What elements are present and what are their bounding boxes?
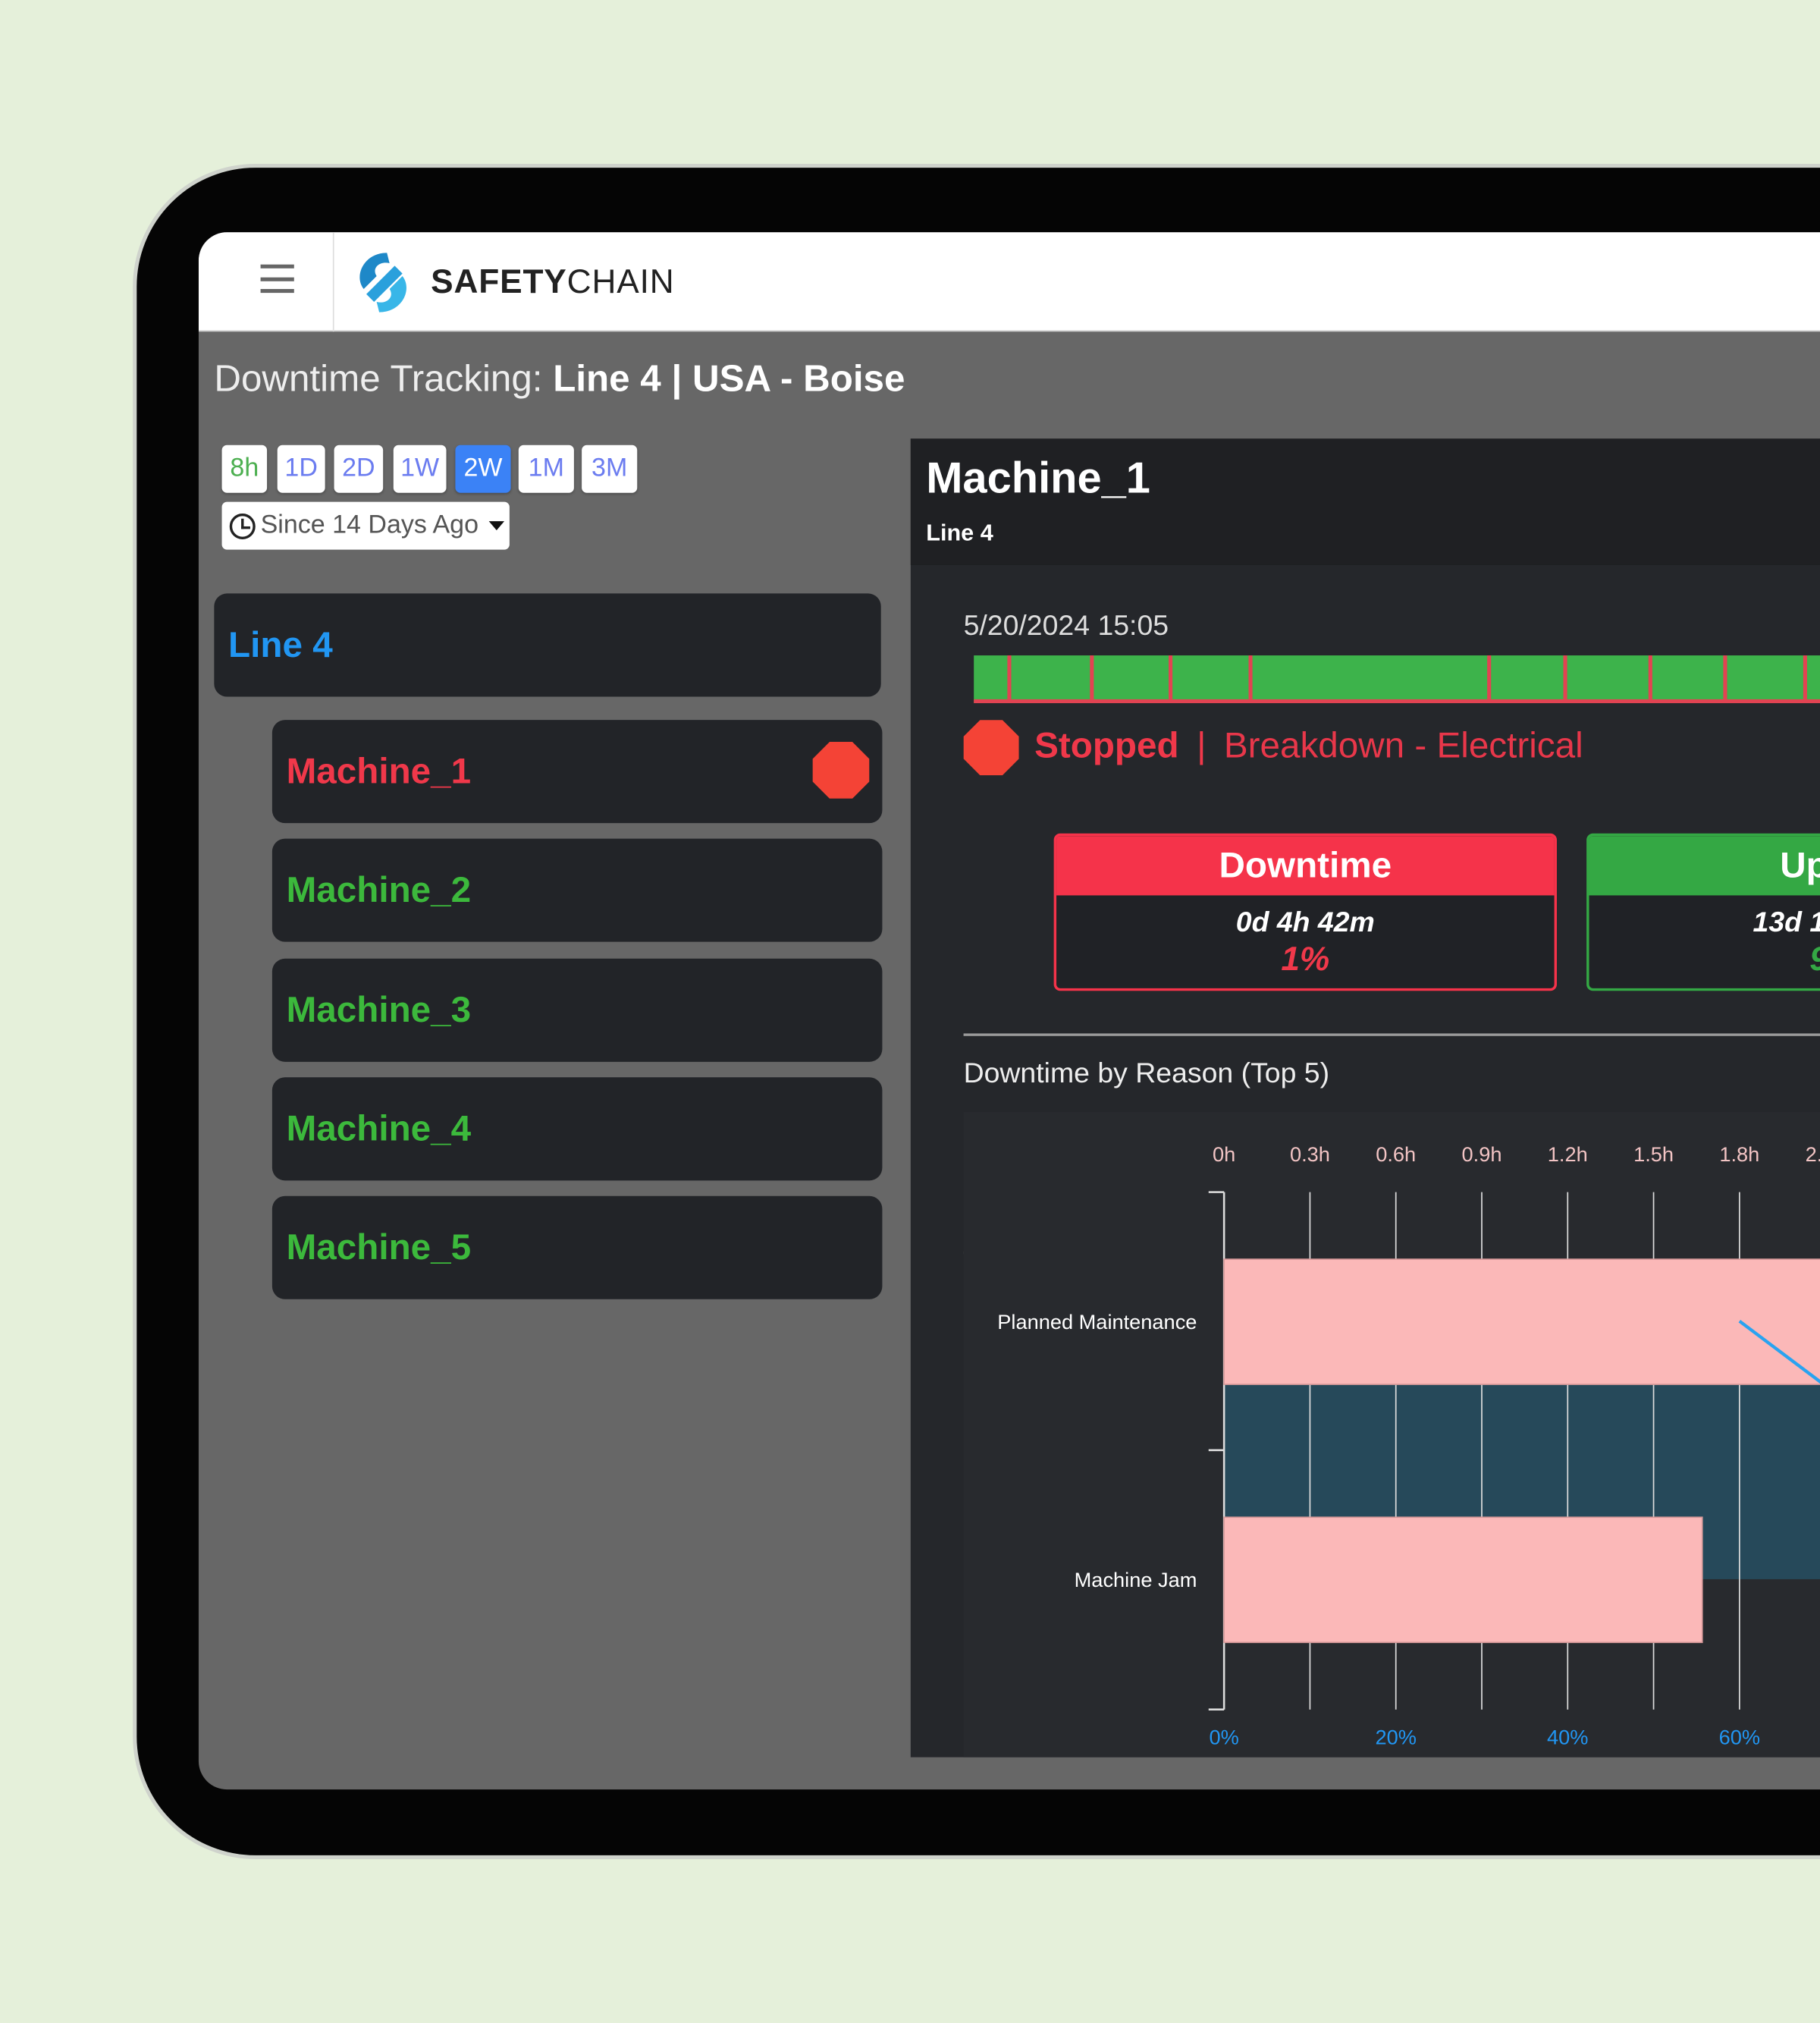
downtime-title: Downtime xyxy=(1056,836,1555,896)
range-button-1m[interactable]: 1M xyxy=(518,444,574,493)
line-label: Line 4 xyxy=(228,624,333,664)
x-tick-label: 0h xyxy=(1213,1142,1235,1166)
downtime-reason-chart: 0h 0.3h 0.6h 0.9h 1.2h 1.5h 1.8h 2.1h 0% 20% 40% 60… xyxy=(963,1112,1820,1758)
brand-bold: SAFETY xyxy=(431,262,567,301)
downtime-event-mark[interactable] xyxy=(1803,655,1807,699)
machine-label: Machine_3 xyxy=(286,988,472,1029)
bar-planned-maintenance xyxy=(1223,1258,1820,1385)
sidebar-machine-4[interactable]: Machine_4 xyxy=(271,1077,883,1181)
range-dropdown-value: Since 14 Days Ago xyxy=(260,510,479,539)
status-timeline[interactable] xyxy=(974,655,1820,703)
machine-label: Machine_4 xyxy=(286,1107,472,1148)
machine-label: Machine_5 xyxy=(286,1227,472,1268)
range-button-1w[interactable]: 1W xyxy=(393,444,447,493)
caret-down-icon xyxy=(488,521,505,531)
range-button-2w[interactable]: 2W xyxy=(455,444,511,493)
status-text: Stopped xyxy=(1034,724,1179,765)
sidebar-line-4[interactable]: Line 4 xyxy=(214,593,881,697)
machine-label: Machine_2 xyxy=(286,869,472,910)
x-tick-label: 0.9h xyxy=(1462,1142,1502,1166)
x-tick-label: 2.1h xyxy=(1806,1142,1820,1166)
range-button-2d[interactable]: 2D xyxy=(334,444,384,493)
downtime-event-mark[interactable] xyxy=(1563,655,1567,699)
downtime-event-mark[interactable] xyxy=(1169,655,1173,699)
sidebar-machine-2[interactable]: Machine_2 xyxy=(271,839,883,943)
status-reason: Breakdown - Electrical xyxy=(1223,724,1583,765)
machine-label: Machine_1 xyxy=(286,750,472,791)
category-label: Machine Jam xyxy=(1075,1568,1197,1591)
app-screen: SAFETYCHAIN Downtime Tracking: Line 4 | … xyxy=(198,232,1820,1790)
downtime-event-mark[interactable] xyxy=(1723,655,1727,699)
uptime-percent: 9 xyxy=(1589,939,1820,979)
brand-name: SAFETYCHAIN xyxy=(431,262,674,302)
clock-icon xyxy=(229,513,256,539)
downtime-event-mark[interactable] xyxy=(1248,655,1253,699)
sidebar-machine-3[interactable]: Machine_3 xyxy=(271,958,883,1062)
x-tick-label: 1.8h xyxy=(1719,1142,1759,1166)
sidebar-machine-5[interactable]: Machine_5 xyxy=(271,1196,883,1300)
status-line: Stopped | Breakdown - Electrical xyxy=(1034,725,1583,766)
category-label: Planned Maintenance xyxy=(997,1310,1197,1333)
divider xyxy=(963,1033,1820,1036)
chart-title: Downtime by Reason (Top 5) xyxy=(963,1057,1330,1089)
uptime-title: Up xyxy=(1589,836,1820,896)
downtime-percent: 1% xyxy=(1281,939,1330,979)
hamburger-menu-icon[interactable] xyxy=(260,264,294,294)
safetychain-logo-icon xyxy=(359,253,406,313)
pct-tick-label: 60% xyxy=(1719,1726,1760,1749)
timeline-start-time: 5/20/2024 15:05 xyxy=(963,608,1169,642)
machine-detail-panel: Machine_1 Line 4 5/20/2024 15:05 Stopped… xyxy=(910,438,1820,1758)
top-header: SAFETYCHAIN xyxy=(198,232,1820,332)
status-separator: | xyxy=(1197,724,1207,765)
pct-tick-label: 20% xyxy=(1375,1726,1416,1749)
detail-machine-name: Machine_1 xyxy=(926,454,1150,504)
downtime-event-mark[interactable] xyxy=(1648,655,1652,699)
range-button-8h[interactable]: 8h xyxy=(221,444,268,493)
downtime-duration: 0d 4h 42m xyxy=(1235,906,1375,938)
downtime-event-mark[interactable] xyxy=(1090,655,1094,699)
range-dropdown[interactable]: Since 14 Days Ago xyxy=(221,501,510,550)
header-divider xyxy=(332,232,334,332)
title-prefix: Downtime Tracking: xyxy=(214,358,543,401)
downtime-event-mark[interactable] xyxy=(1007,655,1012,699)
stopped-octagon-icon xyxy=(812,742,870,799)
uptime-duration: 13d 1 xyxy=(1753,906,1820,938)
bar-machine-jam xyxy=(1223,1516,1703,1644)
uptime-card: Up 13d 1 9 xyxy=(1586,833,1820,991)
x-tick-label: 1.5h xyxy=(1633,1142,1674,1166)
page-title: Downtime Tracking: Line 4 | USA - Boise xyxy=(214,359,905,401)
downtime-card: Downtime 0d 4h 42m 1% xyxy=(1053,833,1557,991)
downtime-event-mark[interactable] xyxy=(1487,655,1492,699)
x-tick-label: 0.6h xyxy=(1376,1142,1416,1166)
range-button-1d[interactable]: 1D xyxy=(277,444,325,493)
sidebar-machine-1[interactable]: Machine_1 xyxy=(271,720,883,824)
x-tick-label: 0.3h xyxy=(1290,1142,1330,1166)
pct-tick-label: 40% xyxy=(1547,1726,1588,1749)
detail-line-name: Line 4 xyxy=(926,520,993,546)
cumulative-percent-line xyxy=(1738,1320,1820,1384)
x-tick-label: 1.2h xyxy=(1548,1142,1588,1166)
range-button-3m[interactable]: 3M xyxy=(582,444,638,493)
pct-tick-label: 0% xyxy=(1209,1726,1238,1749)
title-main: Line 4 | USA - Boise xyxy=(553,358,905,401)
stopped-octagon-icon xyxy=(963,720,1019,776)
detail-header: Machine_1 Line 4 xyxy=(910,438,1820,565)
brand-light: CHAIN xyxy=(566,262,675,301)
